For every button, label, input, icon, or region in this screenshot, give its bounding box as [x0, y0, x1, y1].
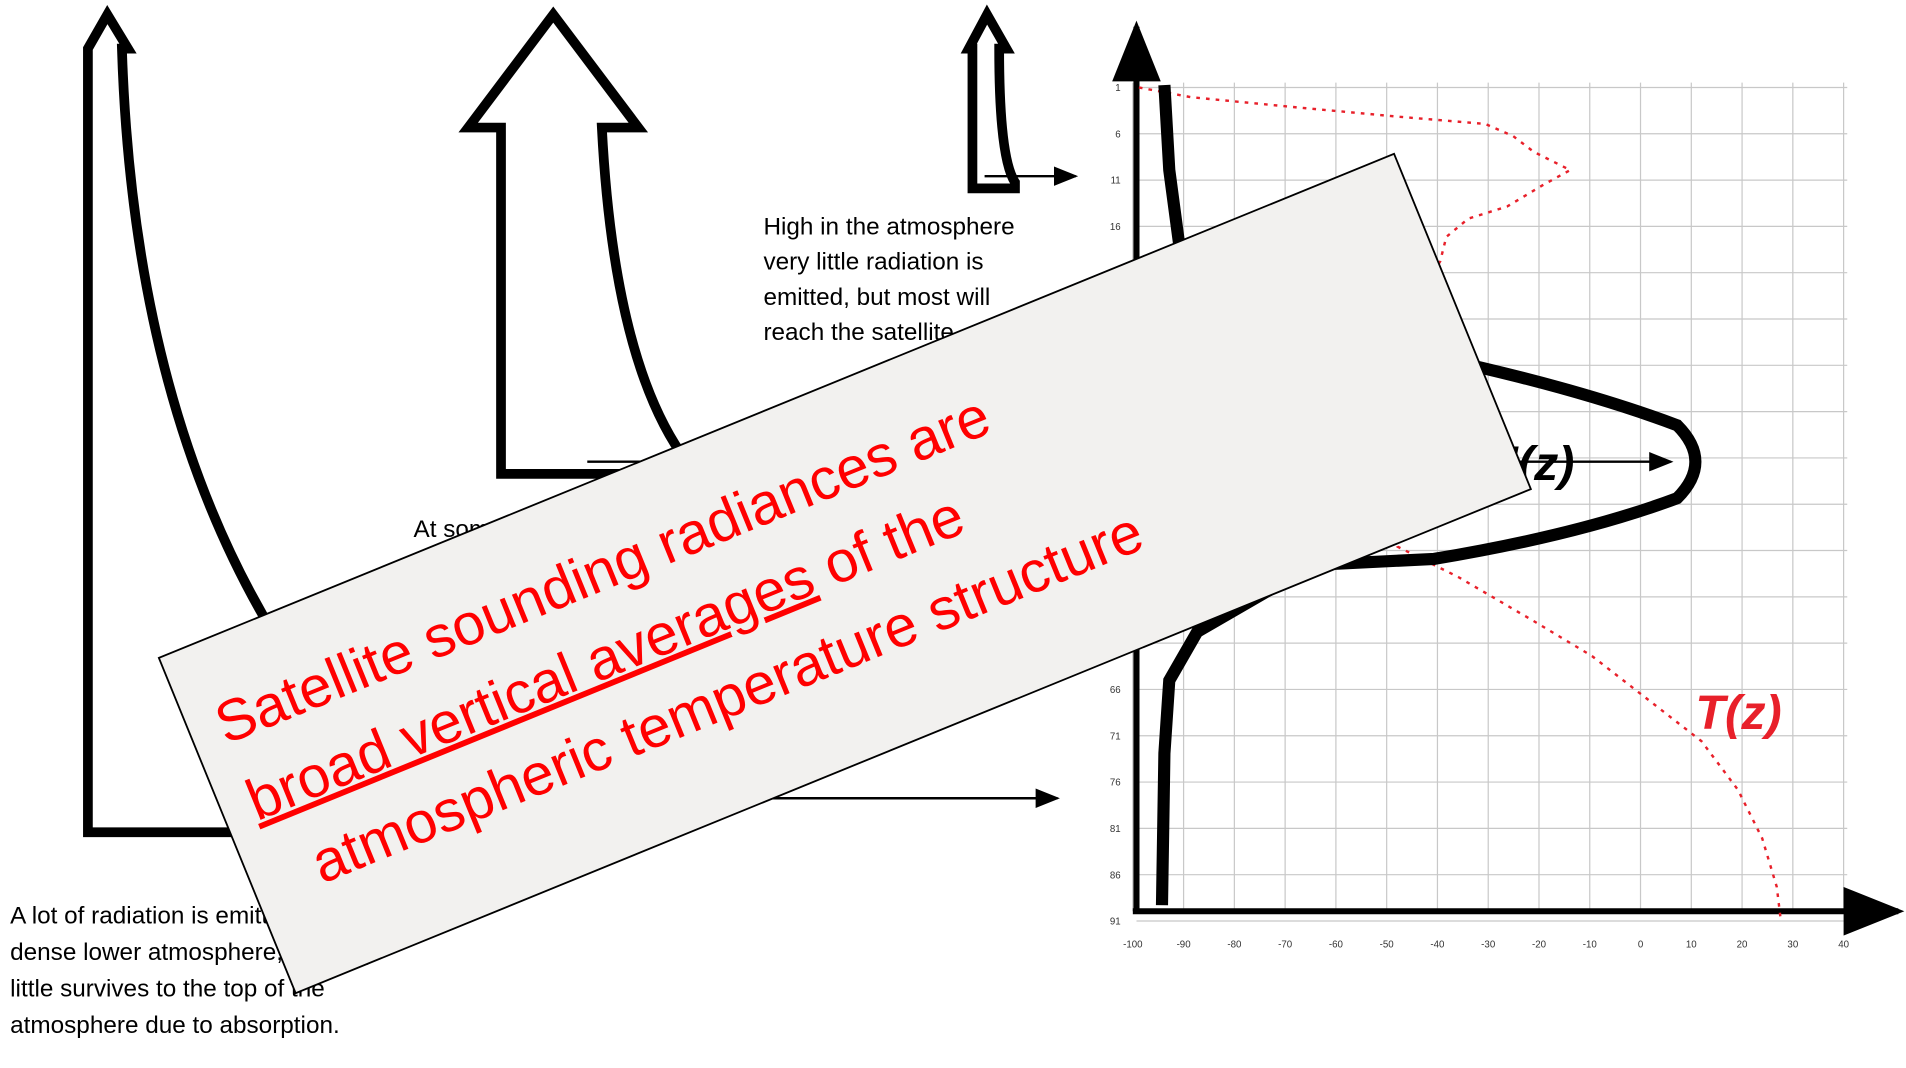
x-tick-label: -40 — [1430, 940, 1445, 951]
x-tick-label: -80 — [1227, 940, 1242, 951]
y-tick-label: 71 — [1110, 731, 1121, 742]
weighting-curve — [1155, 84, 1702, 906]
x-tick-label: -10 — [1583, 940, 1598, 951]
x-tick-label: -60 — [1329, 940, 1344, 951]
x-tick-label: -70 — [1278, 940, 1293, 951]
y-tick-label: 1 — [1115, 83, 1120, 94]
temperature-curve — [1138, 86, 1782, 918]
y-tick-label: 11 — [1111, 176, 1121, 187]
y-tick-label: 81 — [1110, 824, 1121, 835]
x-tick-label: 0 — [1638, 940, 1644, 951]
small-arrow — [960, 4, 1020, 194]
note-line: atmosphere due to absorption. — [10, 1012, 340, 1039]
x-tick-label: -100 — [1123, 940, 1143, 951]
y-tick-label: 16 — [1110, 222, 1121, 233]
note-line: little survives to the top of the — [10, 975, 325, 1002]
note-line: very little radiation is — [763, 249, 983, 276]
y-tick-label: 6 — [1115, 129, 1120, 140]
t-label: T(z) — [1695, 686, 1781, 740]
x-tick-label: 20 — [1737, 940, 1748, 951]
x-tick-label: -50 — [1380, 940, 1395, 951]
x-tick-label: -30 — [1481, 940, 1496, 951]
callout-box — [157, 152, 1533, 995]
callout: Satellite sounding radiances are broad v… — [157, 152, 1533, 995]
x-tick-label: -20 — [1532, 940, 1547, 951]
x-tick-label: 40 — [1838, 940, 1849, 951]
note-line: High in the atmosphere — [763, 213, 1014, 240]
x-tick-label: 30 — [1787, 940, 1798, 951]
y-tick-label: 66 — [1110, 685, 1121, 696]
note-line: reach the satellite. — [763, 319, 960, 346]
x-tick-label: 10 — [1686, 940, 1697, 951]
y-tick-label: 91 — [1110, 917, 1121, 928]
x-tick-label: -90 — [1177, 940, 1192, 951]
graph-grid: -100 -90 -80 -70 -60 -50 -40 -30 -20 -10 0 10 20 30 40… — [1110, 82, 1850, 951]
note-top: High in the atmosphere very little radia… — [763, 213, 1014, 346]
y-tick-label: 76 — [1110, 778, 1121, 789]
note-line: emitted, but most will — [763, 284, 990, 311]
medium-arrow — [458, 6, 693, 479]
y-tick-label: 86 — [1110, 870, 1121, 881]
